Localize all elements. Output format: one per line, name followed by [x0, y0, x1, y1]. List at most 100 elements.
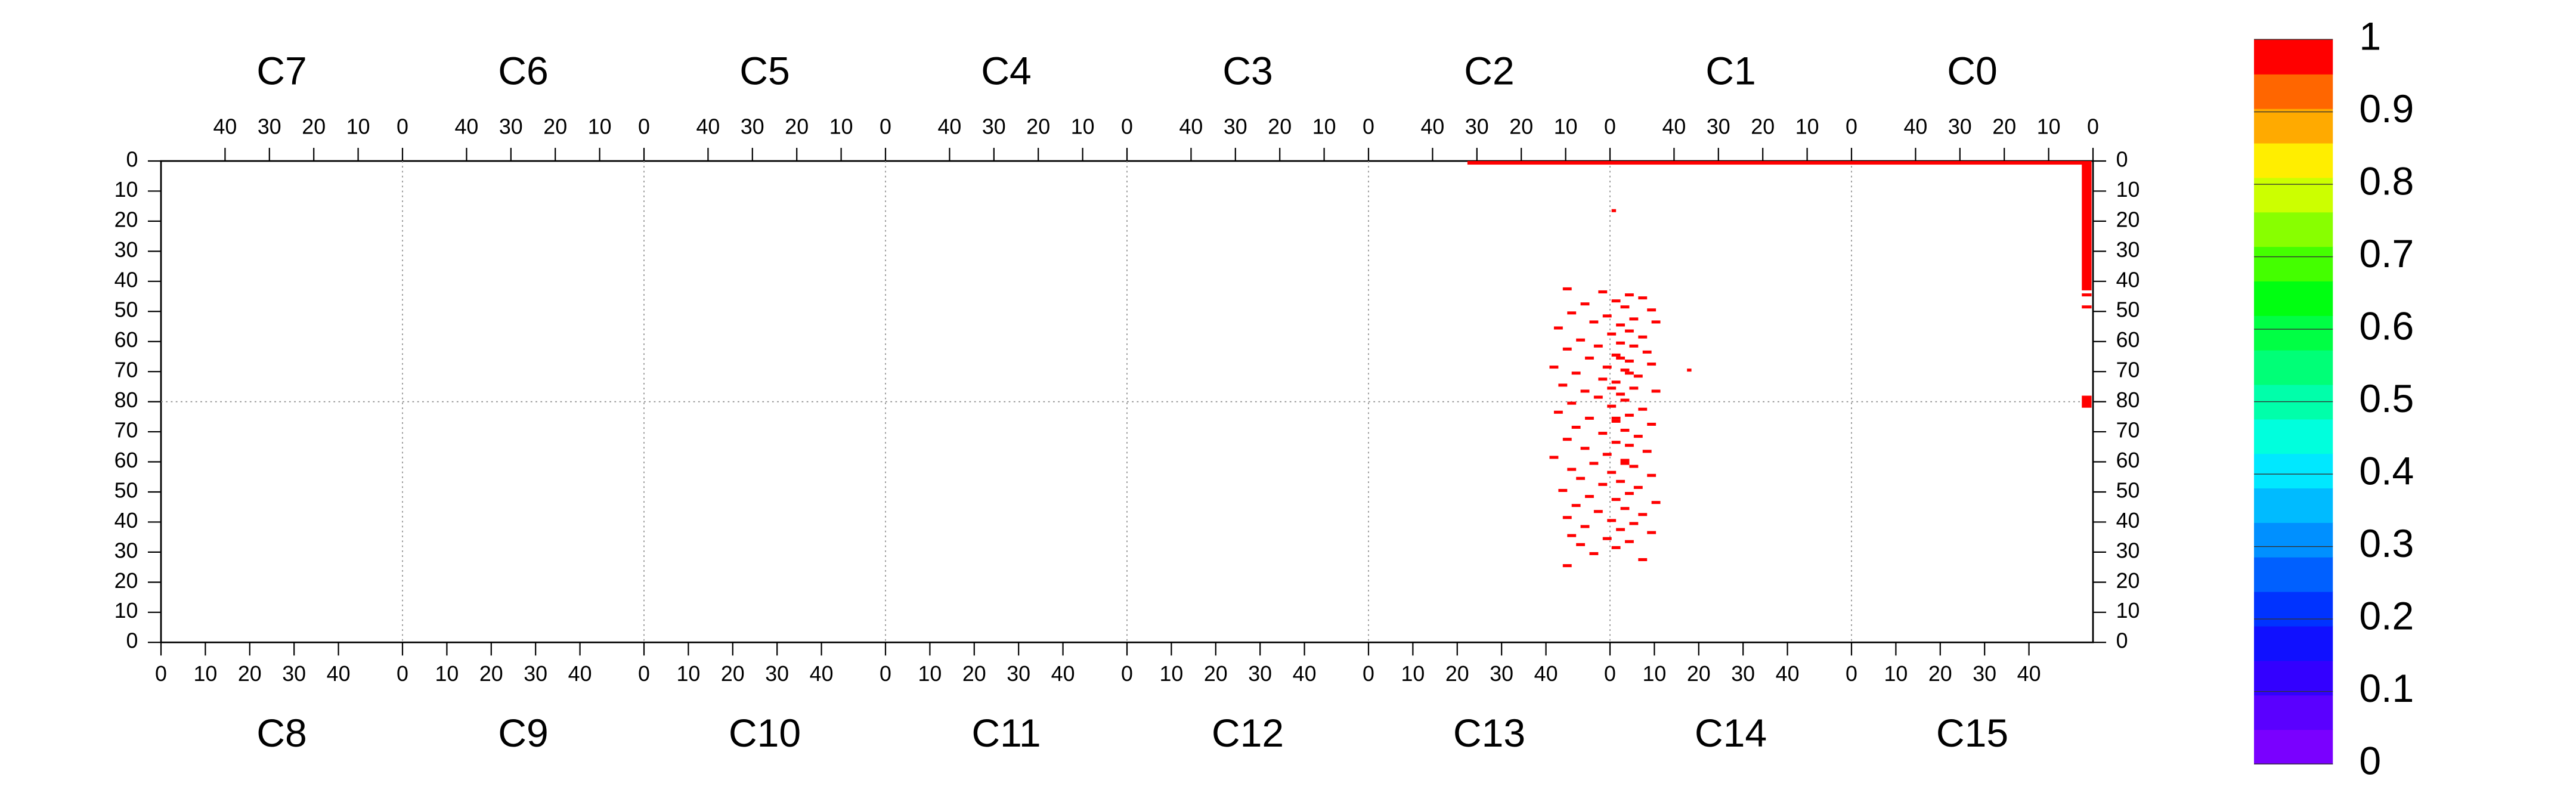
hit — [1558, 383, 1568, 387]
hit — [1589, 320, 1599, 324]
hit — [2082, 305, 2092, 309]
hit — [1576, 338, 1586, 342]
colorbar-band — [2254, 453, 2333, 489]
y-tick-label: 50 — [114, 298, 138, 322]
x-tick-label: 20 — [1928, 662, 1952, 686]
hit — [1571, 504, 1581, 507]
hit — [1558, 488, 1568, 492]
hit — [2082, 293, 2092, 297]
y-tick-label: 20 — [2116, 569, 2140, 593]
hit — [1580, 302, 1590, 306]
x-tick-label: 40 — [1179, 114, 1203, 138]
hit — [1638, 513, 1648, 516]
chip-label: C9 — [498, 711, 549, 756]
y-tick-label: 20 — [114, 208, 138, 231]
x-tick-label: 40 — [1776, 662, 1800, 686]
hit — [1607, 386, 1617, 390]
x-tick-label: 30 — [1948, 114, 1972, 138]
hit — [1607, 404, 1617, 408]
hit — [1624, 491, 1634, 496]
y-tick-label: 60 — [2116, 328, 2140, 352]
hit — [1589, 552, 1599, 555]
hit — [1585, 356, 1594, 360]
hit — [1602, 314, 1612, 318]
x-tick-label: 0 — [2087, 114, 2099, 138]
hit — [1624, 329, 1634, 333]
hit — [1620, 369, 1630, 372]
hit — [1580, 447, 1590, 450]
hit — [1620, 429, 1630, 432]
hit — [1651, 389, 1661, 393]
x-tick-label: 30 — [765, 662, 789, 686]
x-tick-label: 20 — [1204, 662, 1228, 686]
x-tick-label: 30 — [1973, 662, 1996, 686]
hit — [1638, 407, 1648, 411]
x-tick-label: 20 — [785, 114, 809, 138]
x-tick-label: 10 — [193, 662, 217, 686]
hit — [1647, 531, 1657, 534]
colorbar-label: 0.6 — [2359, 305, 2414, 349]
hit — [1593, 510, 1603, 513]
hit — [1553, 326, 1563, 330]
y-tick-label: 50 — [2116, 478, 2140, 502]
x-tick-label: 30 — [741, 114, 764, 138]
y-tick-label: 80 — [114, 388, 138, 412]
y-tick-label: 0 — [2116, 629, 2128, 653]
colorbar-band — [2254, 73, 2333, 109]
x-tick-label: 20 — [1445, 662, 1469, 686]
x-tick-label: 40 — [568, 662, 592, 686]
x-tick-label: 10 — [1401, 662, 1425, 686]
x-tick-label: 0 — [155, 662, 167, 686]
hit — [1629, 465, 1639, 468]
chip-label: C13 — [1453, 711, 1525, 756]
hit — [1629, 522, 1639, 525]
colorbar-band — [2254, 349, 2333, 385]
hit — [1642, 450, 1652, 453]
hit — [1598, 377, 1608, 381]
y-tick-label: 10 — [114, 599, 138, 623]
hit — [1602, 366, 1612, 369]
hit — [1553, 410, 1563, 414]
hit — [1624, 413, 1634, 417]
y-tick-label: 10 — [2116, 178, 2140, 202]
hit — [1629, 386, 1639, 390]
hit — [1576, 543, 1586, 546]
colorbar-label: 0.1 — [2359, 667, 2414, 711]
x-tick-label: 0 — [1363, 114, 1374, 138]
x-tick-label: 20 — [1687, 662, 1711, 686]
y-tick-label: 0 — [126, 147, 138, 171]
hit — [1607, 519, 1617, 522]
hit — [1638, 335, 1648, 339]
y-tick-label: 70 — [2116, 419, 2140, 442]
hit — [1611, 416, 1621, 420]
x-tick-label: 20 — [238, 662, 262, 686]
x-tick-label: 10 — [1312, 114, 1336, 138]
colorbar-band — [2254, 143, 2333, 178]
chip-label: C4 — [981, 49, 1032, 93]
colorbar-band — [2254, 39, 2333, 75]
x-tick-label: 30 — [282, 662, 306, 686]
hit — [1651, 501, 1661, 504]
x-tick-label: 40 — [2017, 662, 2041, 686]
hit — [1624, 293, 1634, 297]
y-tick-label: 50 — [114, 478, 138, 502]
hit — [1616, 528, 1625, 531]
hit — [1651, 320, 1661, 324]
x-tick-label: 20 — [479, 662, 503, 686]
hit — [1598, 290, 1608, 293]
hit — [1576, 476, 1586, 480]
x-tick-label: 40 — [1051, 662, 1075, 686]
hit — [1607, 470, 1617, 474]
hit — [1620, 305, 1630, 309]
x-tick-label: 30 — [258, 114, 281, 138]
hit — [2082, 395, 2092, 408]
y-tick-label: 0 — [126, 629, 138, 653]
x-tick-label: 30 — [524, 662, 547, 686]
hit — [1624, 359, 1634, 363]
y-tick-label: 40 — [114, 509, 138, 533]
colorbar-band — [2254, 177, 2333, 213]
y-tick-label: 10 — [114, 178, 138, 202]
hit — [1629, 344, 1639, 348]
x-tick-label: 40 — [1534, 662, 1558, 686]
